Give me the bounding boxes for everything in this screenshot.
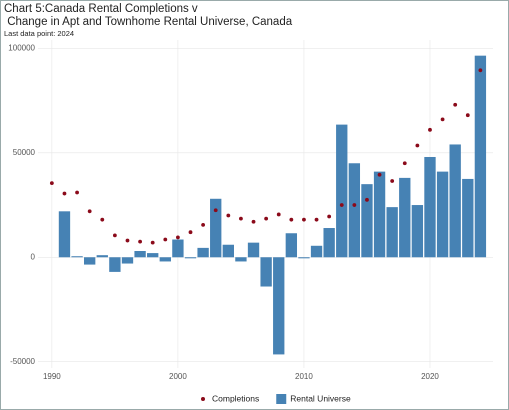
bar xyxy=(71,256,83,258)
point xyxy=(478,68,483,73)
bar xyxy=(348,163,361,258)
point xyxy=(289,217,294,222)
bar xyxy=(134,251,146,258)
bar xyxy=(235,257,247,262)
point xyxy=(87,209,92,214)
y-tick-label: 0 xyxy=(31,252,36,261)
legend-label: Completions xyxy=(212,393,259,403)
point xyxy=(213,208,218,213)
point xyxy=(201,222,206,227)
chart-title: Change in Apt and Townhome Rental Univer… xyxy=(4,16,293,28)
point xyxy=(276,212,281,217)
point xyxy=(365,197,369,202)
point xyxy=(49,181,54,186)
bar xyxy=(399,177,411,258)
bar xyxy=(222,244,234,258)
bar xyxy=(260,257,272,287)
point xyxy=(390,179,395,183)
bar xyxy=(172,239,184,258)
y-tick-label: -50000 xyxy=(10,357,35,366)
bar xyxy=(386,207,398,258)
bar xyxy=(373,171,386,258)
x-tick-label: 2000 xyxy=(169,372,187,381)
bar xyxy=(147,253,159,258)
x-tick-label: 1990 xyxy=(43,372,61,381)
point xyxy=(352,203,357,207)
point xyxy=(440,117,445,122)
bar xyxy=(184,257,197,259)
bar xyxy=(58,211,71,258)
point xyxy=(239,216,243,221)
point xyxy=(377,172,382,177)
point xyxy=(125,238,130,243)
bar xyxy=(197,247,209,258)
bar xyxy=(247,242,260,258)
bar xyxy=(411,205,424,258)
bar xyxy=(310,245,323,258)
point xyxy=(251,219,256,224)
point xyxy=(402,161,407,166)
bar xyxy=(285,233,298,258)
bar xyxy=(109,257,121,272)
point xyxy=(264,216,269,221)
y-tick-label: 100000 xyxy=(8,43,35,52)
point xyxy=(327,214,332,219)
bar xyxy=(424,156,436,258)
point xyxy=(176,235,180,240)
bar xyxy=(84,257,96,265)
bar xyxy=(121,257,134,264)
point xyxy=(453,102,458,107)
bar xyxy=(323,228,335,258)
point xyxy=(138,239,142,244)
point xyxy=(112,233,117,238)
chart-subtitle: Last data point: 2024 xyxy=(4,29,74,38)
point xyxy=(226,213,231,218)
point xyxy=(75,190,79,195)
bar xyxy=(436,171,449,258)
point xyxy=(150,240,155,245)
point xyxy=(428,127,432,132)
bar xyxy=(96,255,108,258)
x-tick-label: 2010 xyxy=(295,372,313,381)
bar xyxy=(449,144,461,258)
bar xyxy=(298,257,310,259)
point xyxy=(465,113,470,118)
bar xyxy=(210,198,222,258)
bar xyxy=(361,184,373,258)
bar xyxy=(336,124,348,258)
legend-swatch xyxy=(201,397,205,401)
point xyxy=(100,217,105,222)
point xyxy=(62,191,67,196)
legend-label: Rental Universe xyxy=(290,393,351,403)
bar xyxy=(474,55,487,258)
chart-title: Chart 5:Canada Rental Completions v xyxy=(4,3,198,15)
x-tick-label: 2020 xyxy=(421,372,439,381)
bar xyxy=(273,257,285,355)
point xyxy=(314,217,319,222)
legend-swatch xyxy=(276,394,287,404)
point xyxy=(415,143,420,148)
bar xyxy=(462,178,474,258)
point xyxy=(188,230,193,235)
point xyxy=(339,203,344,207)
point xyxy=(302,217,306,222)
bar xyxy=(159,257,171,262)
y-tick-label: 50000 xyxy=(13,148,36,157)
point xyxy=(163,237,168,242)
